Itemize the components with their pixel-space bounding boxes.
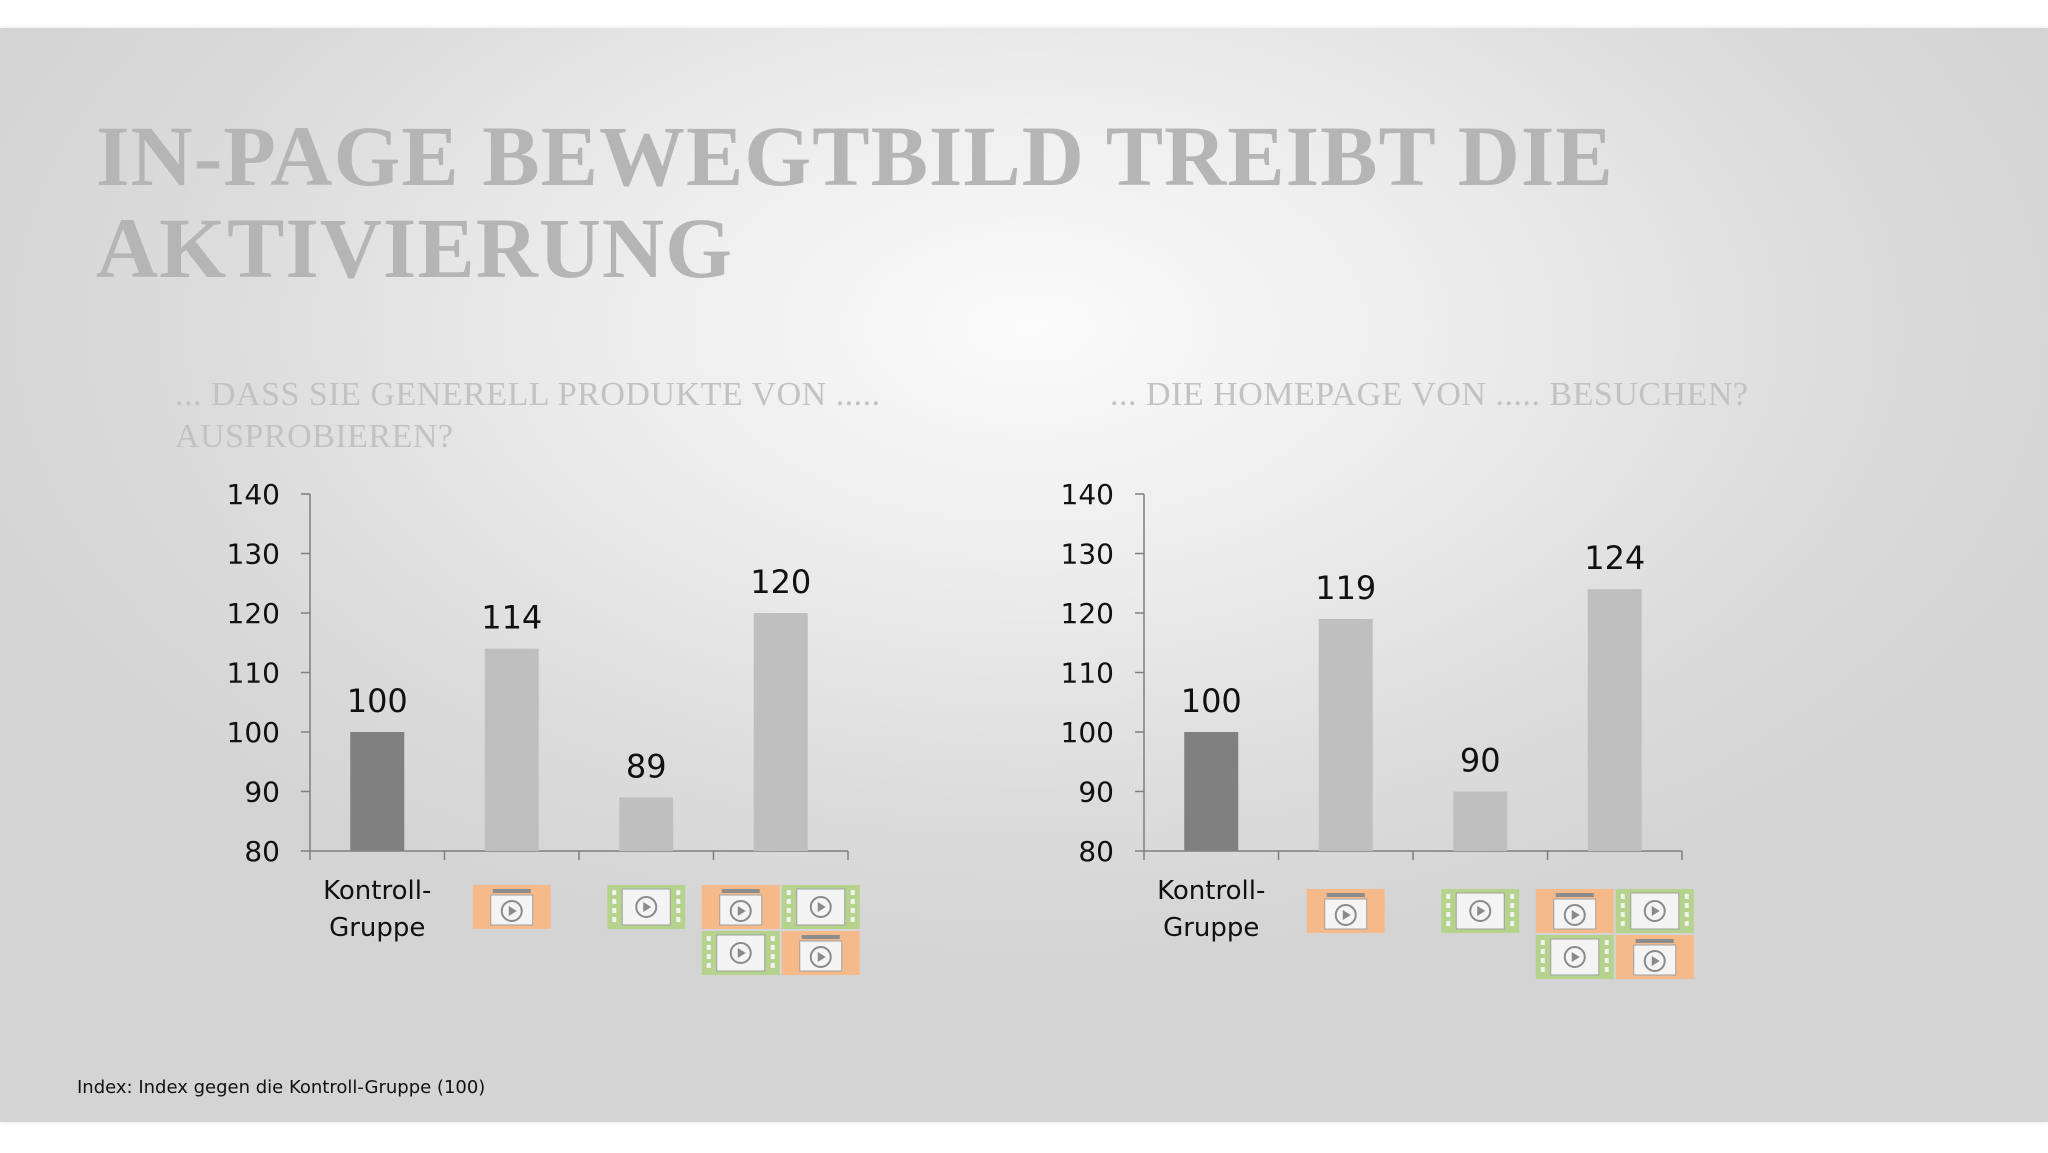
y-tick-label: 120 — [1061, 597, 1114, 630]
inpage-ad-icon — [1615, 935, 1694, 979]
y-tick-label: 110 — [227, 657, 280, 690]
bar — [1587, 589, 1642, 851]
category-label: Kontroll- — [323, 876, 431, 906]
bar — [619, 797, 674, 851]
chart-title-right: ... DIE HOMEPAGE VON ..... BESUCHEN? — [1110, 376, 1749, 413]
data-label: 120 — [750, 563, 811, 601]
data-label: 89 — [626, 747, 667, 785]
y-tick-label: 140 — [227, 478, 280, 511]
slide-title: IN-PAGE BEWEGTBILD TREIBT DIE AKTIVIERUN… — [96, 108, 1614, 296]
y-tick-label: 130 — [227, 538, 280, 571]
inpage-ad-icon — [701, 885, 780, 929]
y-tick-label: 90 — [1078, 776, 1114, 809]
bar — [1318, 618, 1373, 851]
data-label: 119 — [1315, 569, 1376, 607]
y-tick-label: 130 — [1061, 538, 1114, 571]
y-tick-label: 80 — [244, 835, 280, 868]
video-ad-icon — [1535, 935, 1614, 979]
data-label: 100 — [1181, 682, 1242, 720]
y-tick-label: 140 — [1061, 478, 1114, 511]
bar — [1184, 732, 1239, 851]
video-ad-icon — [781, 885, 860, 929]
bar — [484, 648, 539, 851]
y-tick-label: 100 — [1061, 716, 1114, 749]
data-label: 124 — [1584, 539, 1645, 577]
bar — [350, 732, 405, 851]
y-tick-label: 110 — [1061, 657, 1114, 690]
footnote: Index: Index gegen die Kontroll-Gruppe (… — [77, 1077, 486, 1098]
bar — [753, 613, 808, 851]
y-tick-label: 120 — [227, 597, 280, 630]
y-tick-label: 90 — [244, 776, 280, 809]
chart-title-left: ... DASS SIE GENERELL PRODUKTE VON .....… — [175, 376, 881, 455]
inpage-ad-icon — [1535, 889, 1614, 933]
bar-chart-right: 80 90 100 110 120 130 140 100 119 90 124 Kontroll- G… — [1061, 478, 1694, 979]
category-label: Gruppe — [1163, 913, 1259, 943]
video-ad-icon — [607, 885, 686, 929]
video-ad-icon — [1441, 889, 1520, 933]
bar-chart-left: 80 90 100 110 120 130 140 100 114 89 120 Kontroll- G… — [227, 478, 860, 975]
inpage-ad-icon — [472, 885, 551, 929]
video-ad-icon — [1615, 889, 1694, 933]
inpage-ad-icon — [781, 931, 860, 975]
y-tick-label: 100 — [227, 716, 280, 749]
category-label: Gruppe — [329, 913, 425, 943]
video-ad-icon — [701, 931, 780, 975]
bar — [1453, 791, 1508, 851]
data-label: 100 — [347, 682, 408, 720]
category-label: Kontroll- — [1157, 876, 1265, 906]
slide: IN-PAGE BEWEGTBILD TREIBT DIE AKTIVIERUN… — [0, 28, 2048, 1122]
data-label: 90 — [1460, 742, 1501, 780]
data-label: 114 — [481, 599, 542, 637]
inpage-ad-icon — [1306, 889, 1385, 933]
y-tick-label: 80 — [1078, 835, 1114, 868]
